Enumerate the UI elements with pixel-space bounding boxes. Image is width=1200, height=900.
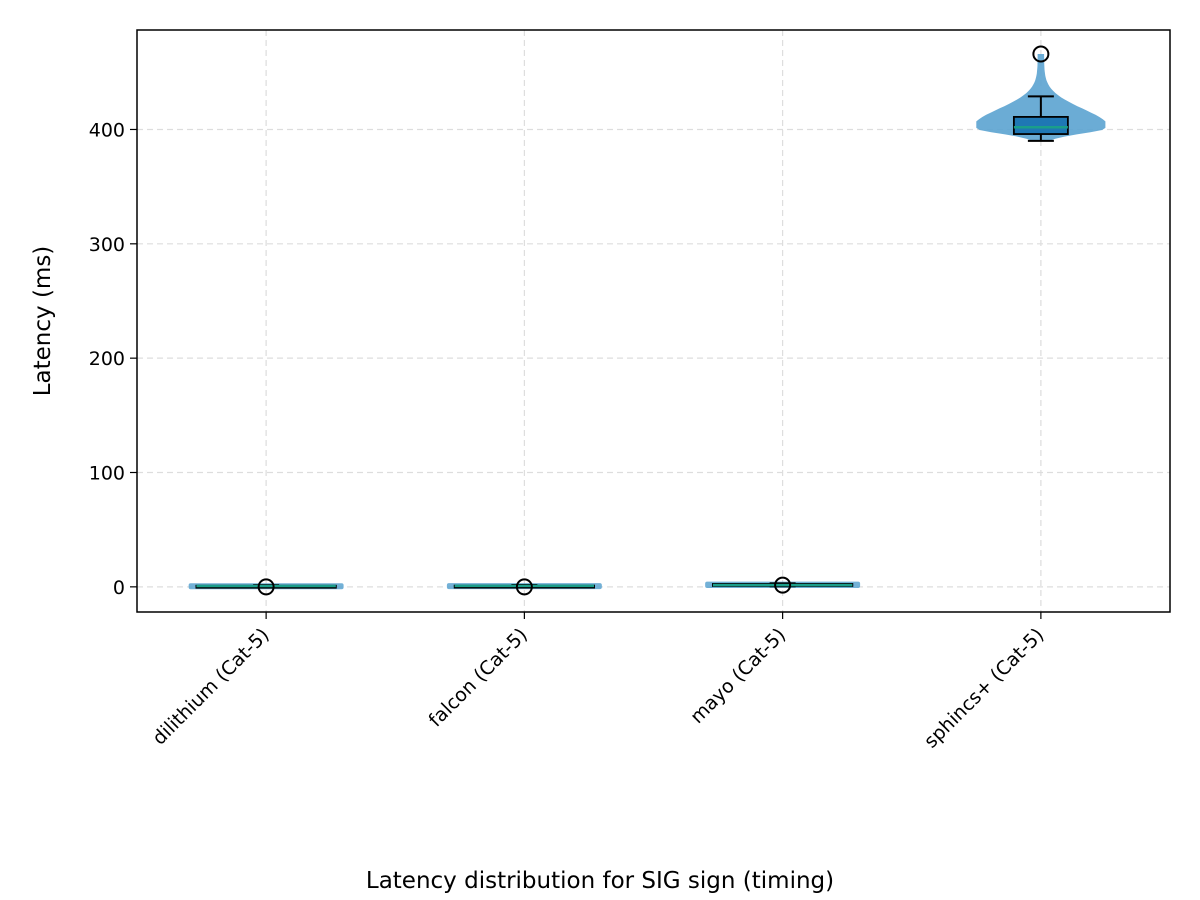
x-tick-label: sphincs+ (Cat-5) [920,624,1049,753]
outlier-point [257,578,275,596]
box-layer [195,45,1069,596]
y-tick-label: 100 [89,463,125,485]
outlier-point [1032,45,1050,63]
y-tick-label: 400 [89,119,125,141]
box-iqr [1012,115,1069,135]
violin-layer [188,54,1106,590]
plot-frame [136,29,1171,613]
y-tick-label: 300 [89,234,125,256]
x-tick-label: mayo (Cat-5) [686,624,790,728]
outlier-point [515,578,533,596]
outlier-point [774,576,792,594]
y-tick-label: 0 [113,577,125,599]
y-tick-label: 200 [89,348,125,370]
axis-layer: 0 100 200 300 400 dilithium (Cat-5) falcon (Ca… [89,29,1171,753]
x-tick-label: falcon (Cat-5) [424,624,531,731]
chart-caption: Latency distribution for SIG sign (timin… [366,868,834,894]
x-tick-label: dilithium (Cat-5) [148,624,273,749]
y-axis-title: Latency (ms) [30,246,56,397]
